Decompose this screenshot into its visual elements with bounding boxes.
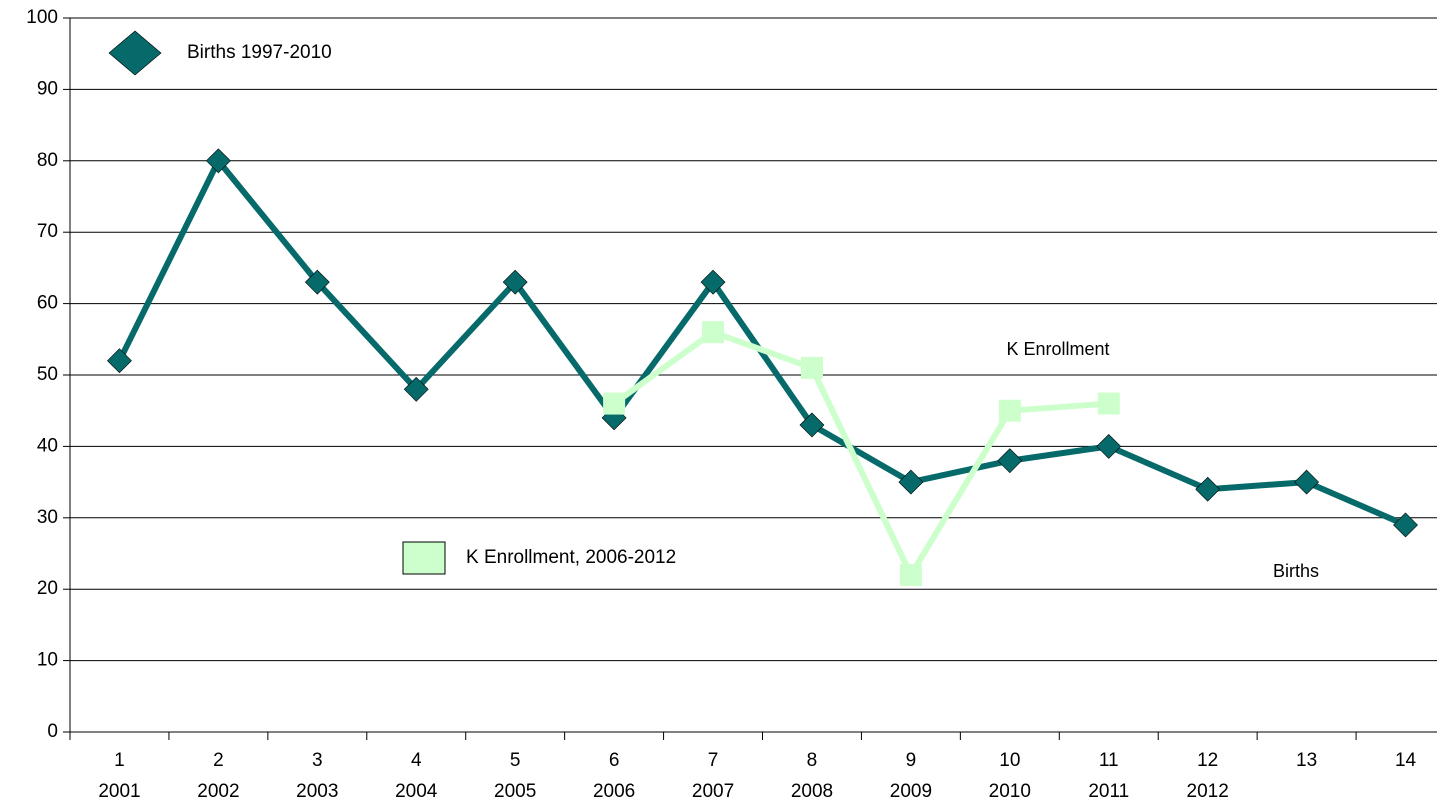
point bbox=[799, 412, 825, 438]
point bbox=[603, 392, 626, 415]
series-line bbox=[116, 157, 1407, 528]
point bbox=[1294, 469, 1320, 495]
point bbox=[998, 399, 1021, 422]
point bbox=[1097, 392, 1120, 415]
annotation: Births bbox=[1273, 561, 1319, 581]
point bbox=[1096, 433, 1122, 459]
point bbox=[107, 348, 132, 374]
point bbox=[800, 356, 823, 379]
x-tick-label-year: 2003 bbox=[296, 781, 338, 802]
y-tick-label: 80 bbox=[37, 150, 58, 171]
y-tick-label: 100 bbox=[26, 7, 58, 28]
legend-marker bbox=[108, 30, 162, 76]
x-tick-label-year: 2008 bbox=[791, 781, 833, 802]
point bbox=[898, 469, 924, 495]
point bbox=[1195, 476, 1221, 502]
x-tick-label-year: 2010 bbox=[989, 781, 1031, 802]
point bbox=[205, 148, 231, 174]
x-tick-label-year: 2011 bbox=[1088, 781, 1129, 802]
x-tick-label-year: 2004 bbox=[395, 781, 438, 802]
x-tick-label-year: 2012 bbox=[1187, 781, 1229, 802]
x-tick-label-year: 2001 bbox=[98, 781, 140, 802]
point bbox=[1393, 512, 1418, 538]
point bbox=[702, 321, 725, 344]
y-tick-label: 30 bbox=[37, 507, 58, 528]
point bbox=[502, 269, 528, 295]
x-tick-label-year: 2009 bbox=[890, 781, 932, 802]
x-tick-label: 11 bbox=[1099, 750, 1119, 771]
point bbox=[997, 448, 1023, 474]
y-tick-label: 0 bbox=[47, 721, 58, 742]
y-tick-label: 10 bbox=[37, 650, 58, 671]
x-tick-label-year: 2005 bbox=[494, 781, 536, 802]
legend-label: Births 1997-2010 bbox=[187, 42, 332, 63]
x-tick-label: 7 bbox=[708, 750, 719, 771]
x-tick-label: 8 bbox=[807, 750, 818, 771]
y-tick-label: 50 bbox=[37, 364, 58, 385]
point bbox=[899, 563, 922, 586]
x-tick-label-year: 2006 bbox=[593, 781, 635, 802]
point bbox=[403, 376, 429, 402]
y-tick-label: 70 bbox=[37, 221, 58, 242]
x-tick-label: 13 bbox=[1296, 750, 1317, 771]
x-tick-label-year: 2007 bbox=[692, 781, 734, 802]
x-tick-label: 6 bbox=[609, 750, 620, 771]
x-tick-label: 5 bbox=[510, 750, 521, 771]
x-tick-label: 12 bbox=[1197, 750, 1218, 771]
x-tick-label: 1 bbox=[114, 750, 125, 771]
y-tick-label: 60 bbox=[37, 293, 58, 314]
series-line bbox=[612, 329, 1109, 578]
y-tick-label: 20 bbox=[37, 578, 58, 599]
point bbox=[700, 269, 726, 295]
x-tick-label-year: 2002 bbox=[197, 781, 239, 802]
x-tick-label: 2 bbox=[213, 750, 224, 771]
annotation: K Enrollment bbox=[1006, 339, 1109, 359]
point bbox=[304, 269, 330, 295]
x-tick-label: 9 bbox=[906, 750, 917, 771]
x-tick-label: 4 bbox=[411, 750, 422, 771]
x-tick-label: 14 bbox=[1395, 750, 1417, 771]
y-tick-label: 90 bbox=[37, 78, 58, 99]
x-tick-label: 10 bbox=[999, 750, 1020, 771]
y-tick-label: 40 bbox=[37, 435, 58, 456]
x-tick-label: 3 bbox=[312, 750, 323, 771]
legend-label: K Enrollment, 2006-2012 bbox=[466, 547, 676, 568]
legend-marker bbox=[402, 541, 446, 575]
